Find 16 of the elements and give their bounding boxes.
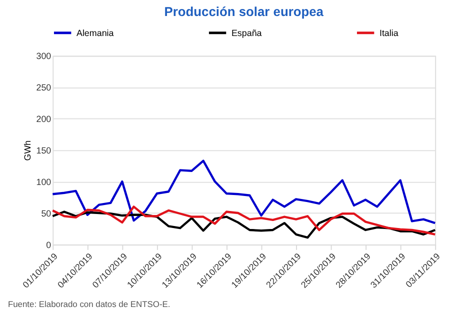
y-axis-title: GWh xyxy=(22,140,32,161)
source-note: Fuente: Elaborado con datos de ENTSO-E. xyxy=(8,299,170,310)
y-tick-label: 100 xyxy=(36,177,52,188)
y-tick-label: 150 xyxy=(36,146,52,156)
line-series xyxy=(52,210,436,239)
legend-label: Alemania xyxy=(76,28,114,38)
y-tick-label: 200 xyxy=(36,114,52,124)
line-series xyxy=(52,160,436,224)
y-tick-label: 0 xyxy=(46,240,52,250)
y-tick-label: 250 xyxy=(36,82,52,93)
y-tick-label: 300 xyxy=(36,51,52,62)
legend-label: España xyxy=(231,28,262,38)
chart-title: Producción solar europea xyxy=(164,4,324,19)
y-tick-label: 50 xyxy=(41,208,52,218)
legend-label: Italia xyxy=(379,28,398,38)
line-series xyxy=(52,206,436,236)
